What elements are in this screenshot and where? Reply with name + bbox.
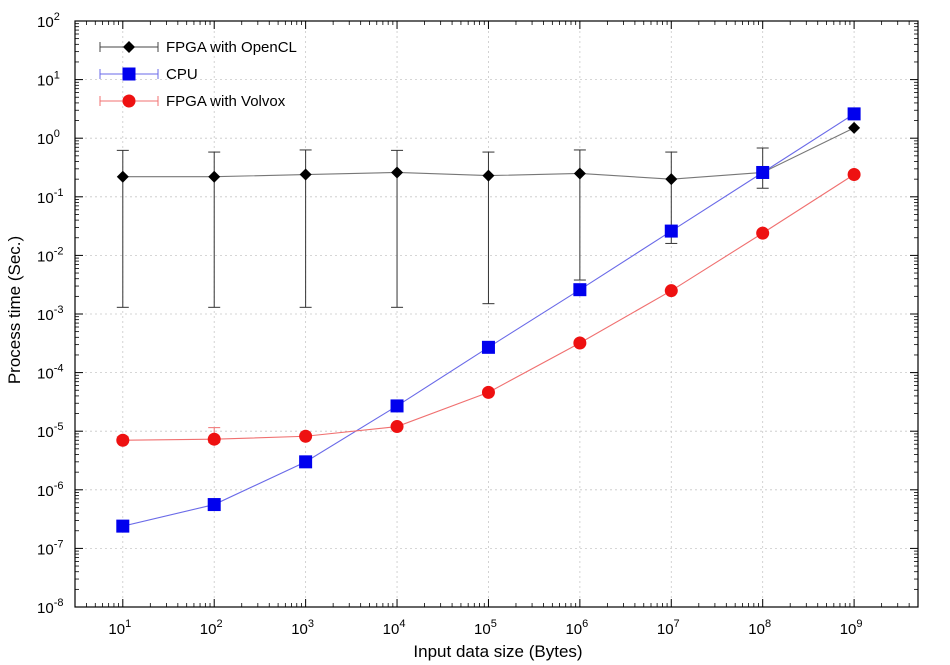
data-point [664, 224, 678, 238]
data-point [207, 432, 221, 446]
data-point [847, 168, 861, 182]
legend-item-1: FPGA with OpenCL [99, 39, 297, 56]
data-point [756, 226, 770, 240]
data-point [390, 420, 404, 434]
y-axis-title: Process time (Sec.) [5, 236, 24, 384]
data-point [482, 169, 495, 182]
y-tick-label: 10-5 [37, 421, 63, 441]
legend-label: FPGA with Volvox [166, 93, 286, 110]
x-tick-label: 108 [748, 618, 771, 638]
y-tick-label: 102 [37, 11, 60, 31]
y-tick-label: 10-1 [37, 187, 63, 207]
y-tick-label: 10-8 [37, 597, 63, 617]
x-tick-label: 109 [840, 618, 863, 638]
data-point [573, 283, 587, 297]
data-point [481, 340, 495, 354]
x-tick-label: 101 [108, 618, 131, 638]
axis-ticks [74, 20, 919, 608]
legend-label: CPU [166, 66, 198, 83]
y-tick-label: 100 [37, 128, 60, 148]
y-tick-label: 10-4 [37, 363, 63, 383]
y-tick-label: 10-3 [37, 304, 63, 324]
x-tick-label: 105 [474, 618, 497, 638]
data-point [756, 165, 770, 179]
data-point [391, 166, 404, 179]
data-point [208, 170, 221, 183]
data-point [573, 336, 587, 350]
x-tick-label: 102 [200, 618, 223, 638]
data-point [847, 107, 861, 121]
data-point [116, 519, 130, 533]
x-tick-label: 104 [383, 618, 406, 638]
data-point [299, 168, 312, 181]
legend-label: FPGA with OpenCL [166, 39, 297, 56]
series-1 [116, 121, 861, 308]
data-point [848, 121, 861, 134]
data-point [481, 385, 495, 399]
grid [75, 20, 918, 608]
legend: FPGA with OpenCL CPU FPGA with Volvox [99, 39, 297, 110]
legend-item-2: CPU [99, 66, 198, 83]
data-point [573, 167, 586, 180]
x-tick-label: 107 [657, 618, 680, 638]
legend-marker [123, 41, 135, 53]
data-point [116, 433, 130, 447]
x-tick-label: 106 [565, 618, 588, 638]
legend-item-3: FPGA with Volvox [99, 93, 286, 110]
series-3 [116, 168, 861, 447]
legend-marker [122, 67, 136, 81]
tick-labels: 101 102 103 104 105 106 107 108 109 102 101 100 10-1… [37, 11, 863, 638]
data-point [390, 399, 404, 413]
y-tick-label: 101 [37, 70, 60, 90]
data-point [207, 498, 221, 512]
data-point [664, 284, 678, 298]
data-point [299, 429, 313, 443]
data-point [665, 173, 678, 186]
series-layer [116, 107, 861, 533]
data-point [299, 455, 313, 469]
series-2 [116, 107, 861, 533]
y-tick-label: 10-6 [37, 480, 63, 500]
y-tick-label: 10-2 [37, 245, 63, 265]
y-tick-label: 10-7 [37, 538, 63, 558]
x-tick-label: 103 [291, 618, 314, 638]
x-axis-title: Input data size (Bytes) [413, 642, 582, 661]
legend-marker [122, 94, 136, 108]
data-point [116, 170, 129, 183]
